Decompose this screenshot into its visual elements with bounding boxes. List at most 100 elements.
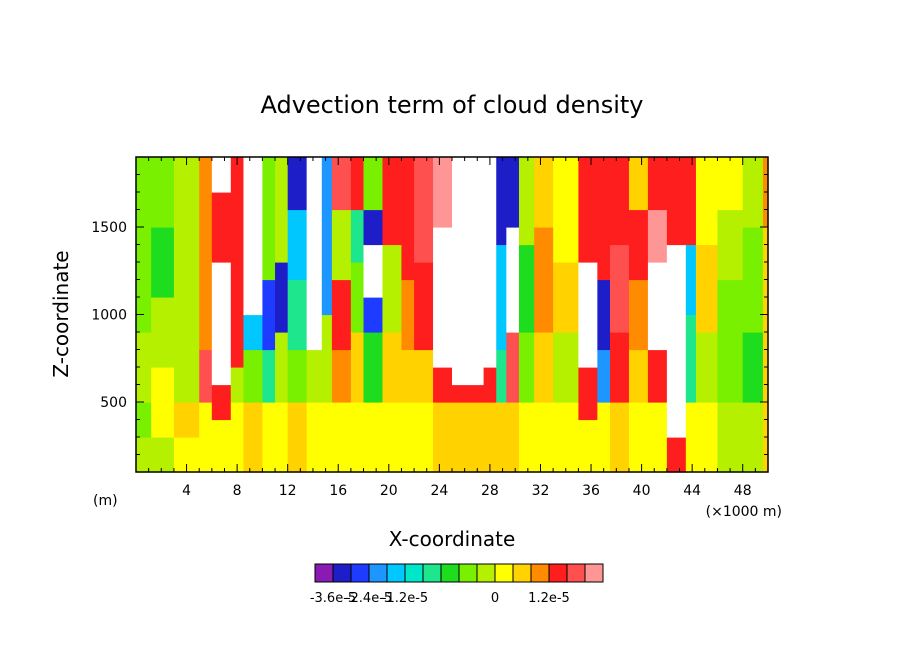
colorbar-label: -1.2e-5 — [382, 591, 428, 606]
heatmap-field — [136, 157, 769, 473]
heatmap-cell — [275, 332, 289, 403]
heatmap-cell — [230, 367, 245, 403]
colorbar-swatch — [350, 563, 370, 583]
colorbar-swatch — [584, 563, 604, 583]
heatmap-cell — [496, 349, 507, 403]
heatmap-cell — [331, 279, 352, 351]
colorbar-swatch — [494, 563, 514, 583]
heatmap-cell — [717, 209, 744, 281]
heatmap-cell — [628, 279, 649, 351]
colorbar-label: -3.6e-5 — [310, 591, 356, 606]
heatmap-cell — [243, 349, 263, 403]
heatmap-cell — [151, 227, 175, 298]
heatmap-cell — [287, 209, 308, 281]
heatmap-cell — [199, 402, 213, 473]
heatmap-cell — [496, 157, 507, 246]
heatmap-cell — [483, 402, 497, 473]
heatmap-cell — [647, 349, 668, 403]
heatmap-cell — [647, 262, 668, 351]
x-tick-label: 24 — [430, 483, 448, 499]
x-axis-label: X-coordinate — [389, 527, 516, 551]
heatmap-cell — [363, 157, 384, 211]
colorbar-swatch — [314, 563, 334, 583]
colorbar-swatch — [404, 563, 424, 583]
heatmap-cell — [647, 209, 668, 263]
heatmap-cell — [695, 157, 719, 246]
colorbar-swatch — [368, 563, 388, 583]
heatmap-cell — [414, 157, 434, 263]
heatmap-cell — [350, 157, 365, 211]
heatmap-cell — [211, 384, 232, 421]
heatmap-cell — [414, 262, 434, 351]
heatmap-cell — [350, 209, 365, 263]
heatmap-cell — [401, 157, 415, 281]
heatmap-cell — [518, 332, 535, 403]
x-tick-label: 36 — [582, 483, 600, 499]
heatmap-cell — [506, 227, 520, 333]
heatmap-cell — [401, 402, 415, 473]
heatmap-cell — [262, 349, 276, 403]
heatmap-cell — [452, 384, 485, 403]
heatmap-cell — [518, 244, 535, 333]
heatmap-cell — [433, 157, 453, 228]
heatmap-cell — [321, 314, 333, 403]
heatmap-cell — [647, 402, 668, 473]
heatmap-cell — [518, 402, 535, 473]
heatmap-cell — [275, 402, 289, 473]
heatmap-cell — [151, 367, 175, 438]
x-tick-label: 40 — [633, 483, 651, 499]
heatmap-cell — [363, 402, 384, 473]
heatmap-cell — [628, 157, 649, 211]
heatmap-cell — [496, 244, 507, 351]
heatmap-cell — [506, 402, 520, 473]
heatmap-cell — [695, 244, 719, 333]
heatmap-cell — [685, 402, 697, 473]
heatmap-cell — [262, 157, 276, 281]
heatmap-cell — [597, 402, 611, 473]
colorbar-swatch — [566, 563, 586, 583]
x-unit-left: (m) — [93, 493, 118, 509]
heatmap-cell — [742, 227, 764, 333]
heatmap-cell — [452, 157, 485, 386]
heatmap-cell — [553, 157, 579, 263]
colorbar-label: -2.4e-5 — [346, 591, 392, 606]
heatmap-cell — [243, 402, 263, 473]
heatmap-cell — [578, 367, 598, 421]
heatmap-cell — [628, 349, 649, 403]
heatmap-cell — [578, 262, 598, 368]
heatmap-cell — [717, 279, 744, 403]
heatmap-cell — [306, 157, 323, 351]
heatmap-cell — [401, 279, 415, 351]
colorbar-swatch — [440, 563, 460, 583]
y-axis-label: Z-coordinate — [49, 250, 73, 377]
heatmap-cell — [199, 349, 213, 403]
colorbar-swatch — [422, 563, 442, 583]
heatmap-cell — [151, 437, 175, 473]
heatmap-cell — [382, 332, 403, 403]
heatmap-cell — [452, 402, 485, 473]
heatmap-cell — [742, 402, 764, 473]
heatmap-cell — [483, 157, 497, 368]
x-tick-label: 44 — [683, 483, 701, 499]
heatmap-cell — [331, 402, 352, 473]
heatmap-cell — [597, 279, 611, 351]
heatmap-cell — [287, 349, 308, 403]
heatmap-cell — [610, 332, 630, 403]
heatmap-cell — [433, 367, 453, 403]
colorbar-swatch — [386, 563, 406, 583]
x-tick-label: 12 — [279, 483, 297, 499]
colorbar-label: 0 — [491, 591, 499, 606]
heatmap-cell — [695, 402, 719, 473]
heatmap-cell — [628, 402, 649, 473]
heatmap-cell — [211, 157, 232, 193]
x-tick-label: 4 — [182, 483, 191, 499]
heatmap-cell — [666, 437, 687, 473]
y-axis-ticks: 500 1000 1500 — [91, 174, 768, 455]
heatmap-cell — [685, 314, 697, 403]
heatmap-cell — [211, 262, 232, 386]
heatmap-cell — [211, 419, 232, 473]
heatmap-cell — [321, 402, 333, 473]
heatmap-cell — [262, 279, 276, 351]
x-tick-label: 20 — [380, 483, 398, 499]
